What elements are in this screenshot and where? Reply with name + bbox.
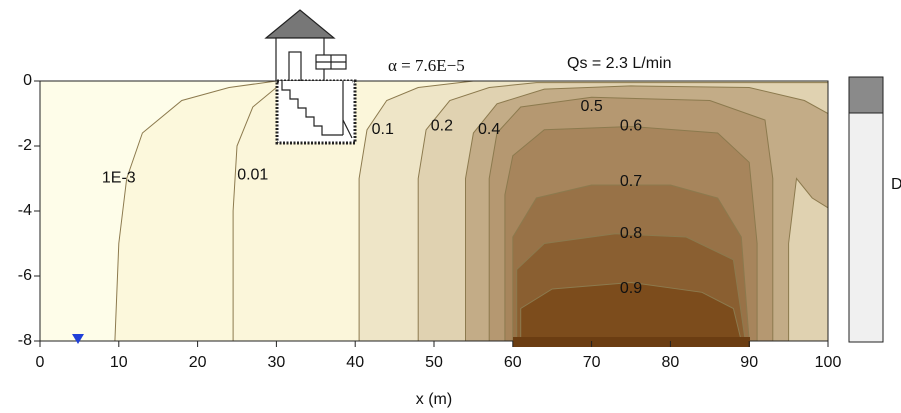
- x-axis-label: x (m): [416, 391, 452, 408]
- x-tick-label: 70: [583, 354, 601, 371]
- y-tick-label: -6: [18, 267, 32, 284]
- y-tick-label: 0: [23, 72, 32, 89]
- colorbar-label: D: [891, 176, 901, 193]
- x-tick-label: 90: [740, 354, 758, 371]
- annotation: α = 7.6E−5: [388, 56, 465, 75]
- annotation: Qs = 2.3 L/min: [567, 55, 672, 72]
- colorbar: [849, 77, 883, 342]
- y-tick-label: -8: [18, 332, 32, 349]
- x-tick-label: 10: [110, 354, 128, 371]
- contour-label: 0.4: [478, 121, 500, 138]
- contour-label: 1E-3: [102, 170, 136, 187]
- x-tick-label: 60: [504, 354, 522, 371]
- x-tick-label: 30: [268, 354, 286, 371]
- x-tick-label: 0: [36, 354, 45, 371]
- x-tick-label: 80: [662, 354, 680, 371]
- contour-label: 0.01: [237, 166, 268, 183]
- plot-area: 1E-3 0.01 0.1 0.2 0.4 0.5 0.6 0.7 0.8 0.9: [40, 81, 828, 341]
- x-tick-label: 20: [189, 354, 207, 371]
- house: [266, 10, 355, 143]
- y-tick-label: -2: [18, 137, 32, 154]
- chart: 1E-3 0.01 0.1 0.2 0.4 0.5 0.6 0.7 0.8 0.9 α = 7.6…: [0, 0, 901, 413]
- contour-label: 0.5: [580, 98, 602, 115]
- contour-label: 0.2: [431, 118, 453, 135]
- contour-label: 0.6: [620, 118, 642, 135]
- contour-label: 0.1: [372, 121, 394, 138]
- source-strip: [513, 337, 750, 347]
- contour-label: 0.9: [620, 280, 642, 297]
- x-tick-label: 50: [425, 354, 443, 371]
- contour-label: 0.7: [620, 173, 642, 190]
- y-tick-label: -4: [18, 202, 32, 219]
- x-tick-label: 100: [815, 354, 842, 371]
- contour-label: 0.8: [620, 225, 642, 242]
- x-tick-label: 40: [346, 354, 364, 371]
